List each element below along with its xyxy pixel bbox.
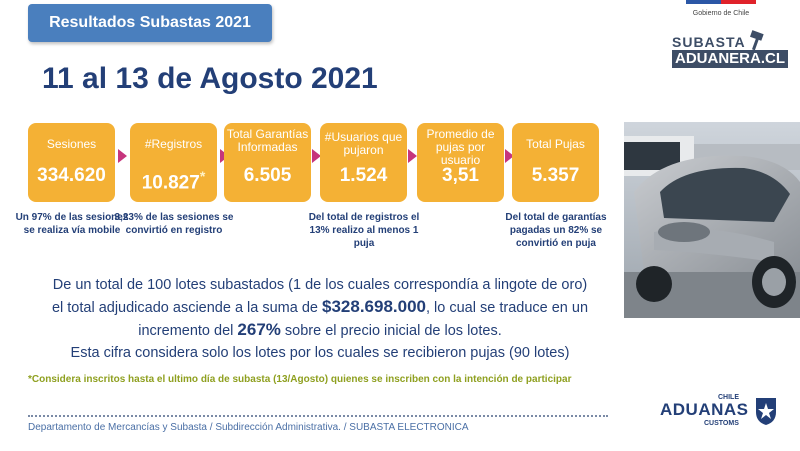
stat-value: 334.620 <box>37 165 106 186</box>
stat-sesiones: Sesiones 334.620 <box>28 123 115 202</box>
summary-text: De un total de 100 lotes subastados (1 d… <box>20 274 620 364</box>
stat-garantias: Total Garantías Informadas 6.505 <box>224 123 311 202</box>
footnote: *Considera inscritos hasta el ultimo día… <box>28 374 572 385</box>
aduanas-customs: CUSTOMS <box>704 420 739 427</box>
aduanas-chile: CHILE <box>718 394 739 401</box>
arrow-icon <box>408 149 417 163</box>
gov-label: Gobierno de Chile <box>692 10 750 17</box>
logo-line1: SUBASTA <box>672 34 746 50</box>
stat-label: Total Pujas <box>526 136 585 151</box>
chile-flag-bars <box>686 0 756 4</box>
stat-label: #Usuarios que pujaron <box>324 130 403 157</box>
arrow-icon <box>505 149 514 163</box>
footer-text: Departamento de Mercancías y Subasta / S… <box>28 422 469 433</box>
stat-registros: #Registros 10.827* <box>130 123 217 202</box>
arrow-icon <box>118 149 127 163</box>
summary-line1: De un total de 100 lotes subastados (1 d… <box>52 277 588 293</box>
aduanas-logo: CHILE ADUANAS CUSTOMS <box>660 394 782 430</box>
stat-value: 1.524 <box>339 165 388 186</box>
stat-promedio: Promedio de pujas por usuario 3,51 <box>417 123 504 202</box>
dotted-divider <box>28 415 608 417</box>
stat-label: #Registros <box>144 136 203 151</box>
subasta-aduanera-logo: SUBASTA ADUANERA.CL <box>672 34 788 68</box>
note-pujas: Del total de garantías pagadas un 82% se… <box>505 212 607 249</box>
stat-label: Promedio de pujas por usuario <box>426 127 495 167</box>
logo-line2: ADUANERA.CL <box>672 50 788 68</box>
stat-value: 3,51 <box>442 165 479 186</box>
shield-icon <box>756 398 776 425</box>
stat-value: 6.505 <box>243 165 292 186</box>
car-photo <box>624 122 800 318</box>
asterisk-mark: * <box>199 168 206 184</box>
summary-line3: incremento del 267% sobre el precio inic… <box>138 320 502 339</box>
stat-usuarios: #Usuarios que pujaron 1.524 <box>320 123 407 202</box>
stat-label: Total Garantías Informadas <box>226 127 309 154</box>
gobierno-de-chile-logo: Gobierno de Chile <box>680 0 762 17</box>
summary-line4: Esta cifra considera solo los lotes por … <box>70 345 570 361</box>
header-title: Resultados Subastas 2021 <box>28 4 272 42</box>
note-usuarios: Del total de registros el 13% realizo al… <box>308 212 420 249</box>
summary-line2: el total adjudicado asciende a la suma d… <box>51 297 589 316</box>
stat-value: 10.827* <box>141 168 206 194</box>
auction-hammer-icon <box>749 30 764 51</box>
stat-total-pujas: Total Pujas 5.357 <box>512 123 599 202</box>
note-registros: 3,23% de las sesiones se convirtió en re… <box>114 212 234 236</box>
arrow-icon <box>312 149 321 163</box>
summary-percent: 267% <box>237 320 281 339</box>
note-sesiones: Un 97% de las sesiones se realiza vía mo… <box>15 212 129 236</box>
page-title: 11 al 13 de Agosto 2021 <box>42 62 378 95</box>
stat-value: 5.357 <box>531 165 580 186</box>
summary-amount: $328.698.000 <box>322 297 426 316</box>
aduanas-name: ADUANAS <box>660 400 749 419</box>
stat-label: Sesiones <box>46 136 97 151</box>
